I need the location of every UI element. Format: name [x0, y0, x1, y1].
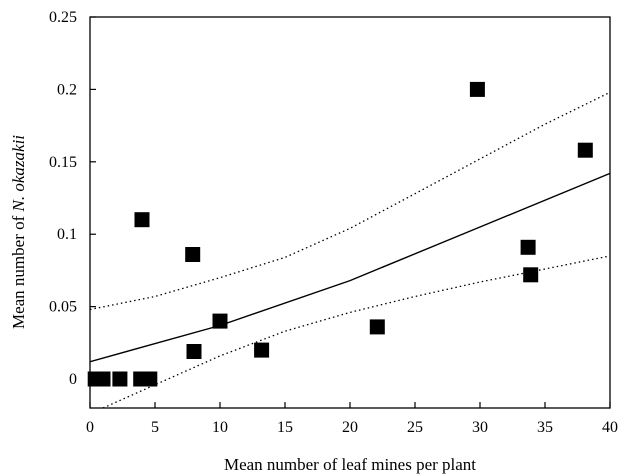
- x-tick-label: 40: [602, 419, 618, 436]
- y-tick-label: 0.1: [57, 226, 77, 243]
- regression-line: [90, 172, 610, 363]
- x-tick-label: 35: [537, 419, 553, 436]
- y-tick-label: 0.15: [49, 154, 77, 171]
- data-point: [95, 371, 111, 387]
- x-tick-label: 10: [212, 419, 228, 436]
- plot-area: [87, 16, 611, 409]
- data-point: [112, 371, 128, 387]
- y-tick-label: 0.05: [49, 299, 77, 316]
- y-axis: 0 0.05 0.1 0.15 0.2 0.25: [49, 9, 96, 388]
- plot-frame: [89, 16, 611, 409]
- x-axis: 0 5 10 15 20 25 30 35 40: [86, 402, 618, 436]
- x-tick-label: 30: [472, 419, 488, 436]
- data-point: [369, 319, 385, 335]
- x-tick-label: 5: [151, 419, 159, 436]
- data-point: [577, 142, 593, 158]
- x-axis-title: Mean number of leaf mines per plant: [224, 455, 476, 474]
- data-point: [212, 313, 228, 329]
- data-point: [254, 342, 270, 358]
- data-point: [142, 371, 158, 387]
- x-tick-label: 15: [277, 419, 293, 436]
- y-axis-title: Mean number of N. okazakii: [9, 135, 28, 329]
- y-tick-label: 0: [69, 371, 77, 388]
- x-tick-label: 0: [86, 419, 94, 436]
- y-axis-title-prefix: Mean number of: [9, 211, 28, 329]
- y-tick-label: 0.25: [49, 9, 77, 26]
- x-tick-label: 25: [407, 419, 423, 436]
- y-axis-title-species: N. okazakii: [9, 135, 28, 213]
- y-tick-label: 0.2: [57, 81, 77, 98]
- data-point: [185, 247, 201, 262]
- x-tick-label: 20: [342, 419, 358, 436]
- data-point: [134, 212, 150, 228]
- data-point: [520, 239, 536, 255]
- data-point: [523, 267, 539, 283]
- data-point: [469, 81, 485, 97]
- data-point: [186, 344, 202, 359]
